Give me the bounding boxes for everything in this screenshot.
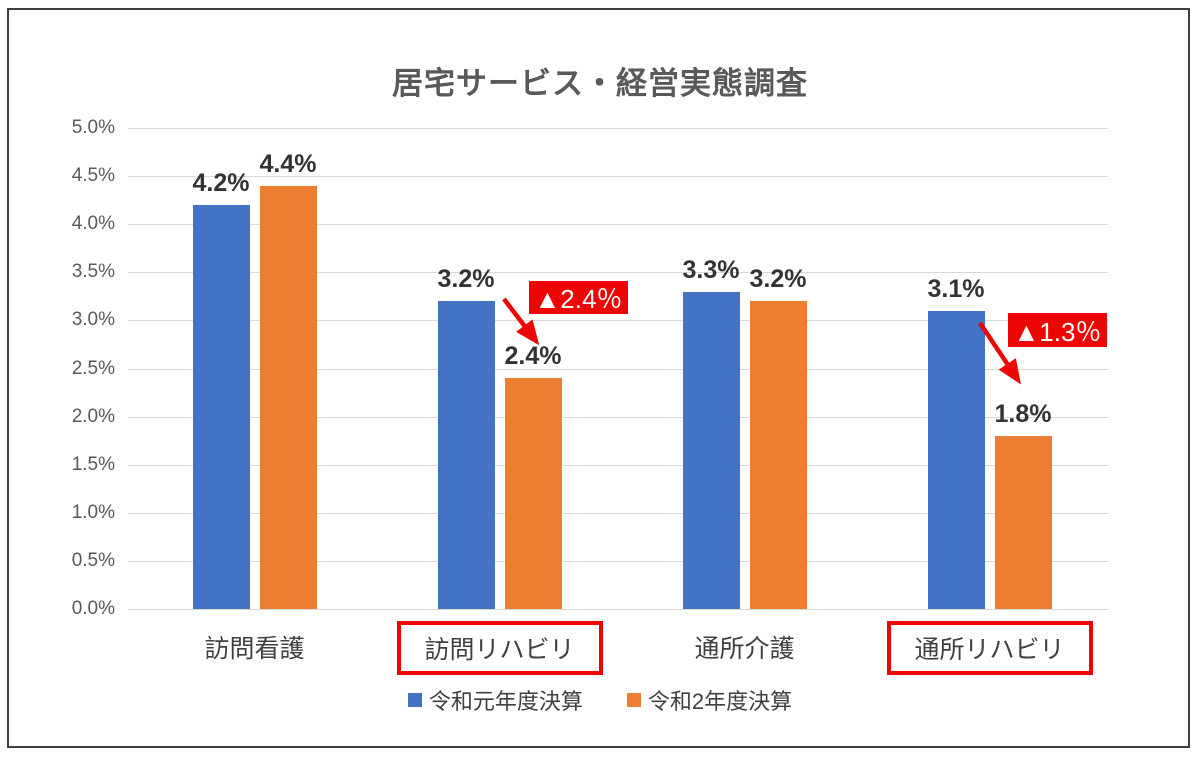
- bar-value-label: 4.4%: [259, 149, 317, 178]
- bar-blue-cat3: [927, 310, 985, 609]
- bar-blue-cat1: [437, 301, 495, 609]
- bar-value-label: 3.1%: [927, 274, 985, 303]
- gridline: [128, 512, 1108, 514]
- gridline: [128, 609, 1108, 610]
- gridline: [128, 368, 1108, 370]
- bar-orange-cat0: [259, 185, 317, 609]
- bar-value-label: 3.2%: [437, 265, 495, 294]
- gridline: [128, 128, 1108, 129]
- bar-blue-cat0: [192, 204, 250, 609]
- category-label-1: 訪問リハビリ: [396, 621, 603, 675]
- bar-value-label: 2.4%: [504, 342, 562, 371]
- legend-swatch: [626, 693, 641, 707]
- chart-border-frame: [7, 8, 1190, 748]
- y-axis-tick-label: 3.5%: [71, 261, 115, 283]
- gridline: [128, 320, 1108, 322]
- legend-swatch: [407, 693, 422, 707]
- gridline: [128, 464, 1108, 466]
- y-axis-tick-label: 5.0%: [71, 117, 115, 138]
- gridline: [128, 560, 1108, 562]
- legend-item-0: 令和元年度決算: [407, 684, 583, 716]
- category-label-3: 通所リハビリ: [886, 621, 1093, 675]
- y-axis-tick-label: 0.0%: [71, 598, 115, 619]
- legend: 令和元年度決算 令和2年度決算: [0, 684, 1200, 716]
- bar-orange-cat1: [504, 378, 562, 609]
- y-axis-tick-label: 4.5%: [71, 165, 115, 187]
- bar-value-label: 4.2%: [192, 168, 250, 197]
- decline-badge-0: ▲2.4％: [529, 281, 628, 314]
- gridline: [128, 272, 1108, 274]
- gridline: [128, 176, 1108, 178]
- bar-value-label: 3.3%: [682, 255, 740, 284]
- gridline: [128, 224, 1108, 226]
- bar-blue-cat2: [682, 291, 740, 609]
- bar-value-label: 3.2%: [749, 265, 807, 294]
- bar-value-label: 1.8%: [994, 399, 1052, 428]
- legend-label: 令和2年度決算: [647, 689, 793, 714]
- y-axis-tick-label: 3.0%: [71, 309, 115, 331]
- y-axis-tick-label: 1.5%: [71, 453, 115, 475]
- bar-orange-cat2: [749, 301, 807, 609]
- category-label-0: 訪問看護: [204, 635, 305, 663]
- y-axis-tick-label: 2.0%: [71, 405, 115, 427]
- legend-label: 令和元年度決算: [428, 689, 583, 714]
- gridline: [128, 416, 1108, 418]
- y-axis-tick-label: 0.5%: [71, 549, 115, 571]
- y-axis-tick-label: 4.0%: [71, 213, 115, 235]
- bar-orange-cat3: [994, 435, 1052, 609]
- y-axis-tick-label: 2.5%: [71, 357, 115, 379]
- category-label-2: 通所介護: [694, 635, 795, 663]
- chart-title: 居宅サービス・経営実態調査: [392, 66, 808, 101]
- decline-badge-1: ▲1.3％: [1008, 313, 1107, 347]
- y-axis-tick-label: 1.0%: [71, 501, 115, 523]
- legend-item-1: 令和2年度決算: [626, 684, 793, 716]
